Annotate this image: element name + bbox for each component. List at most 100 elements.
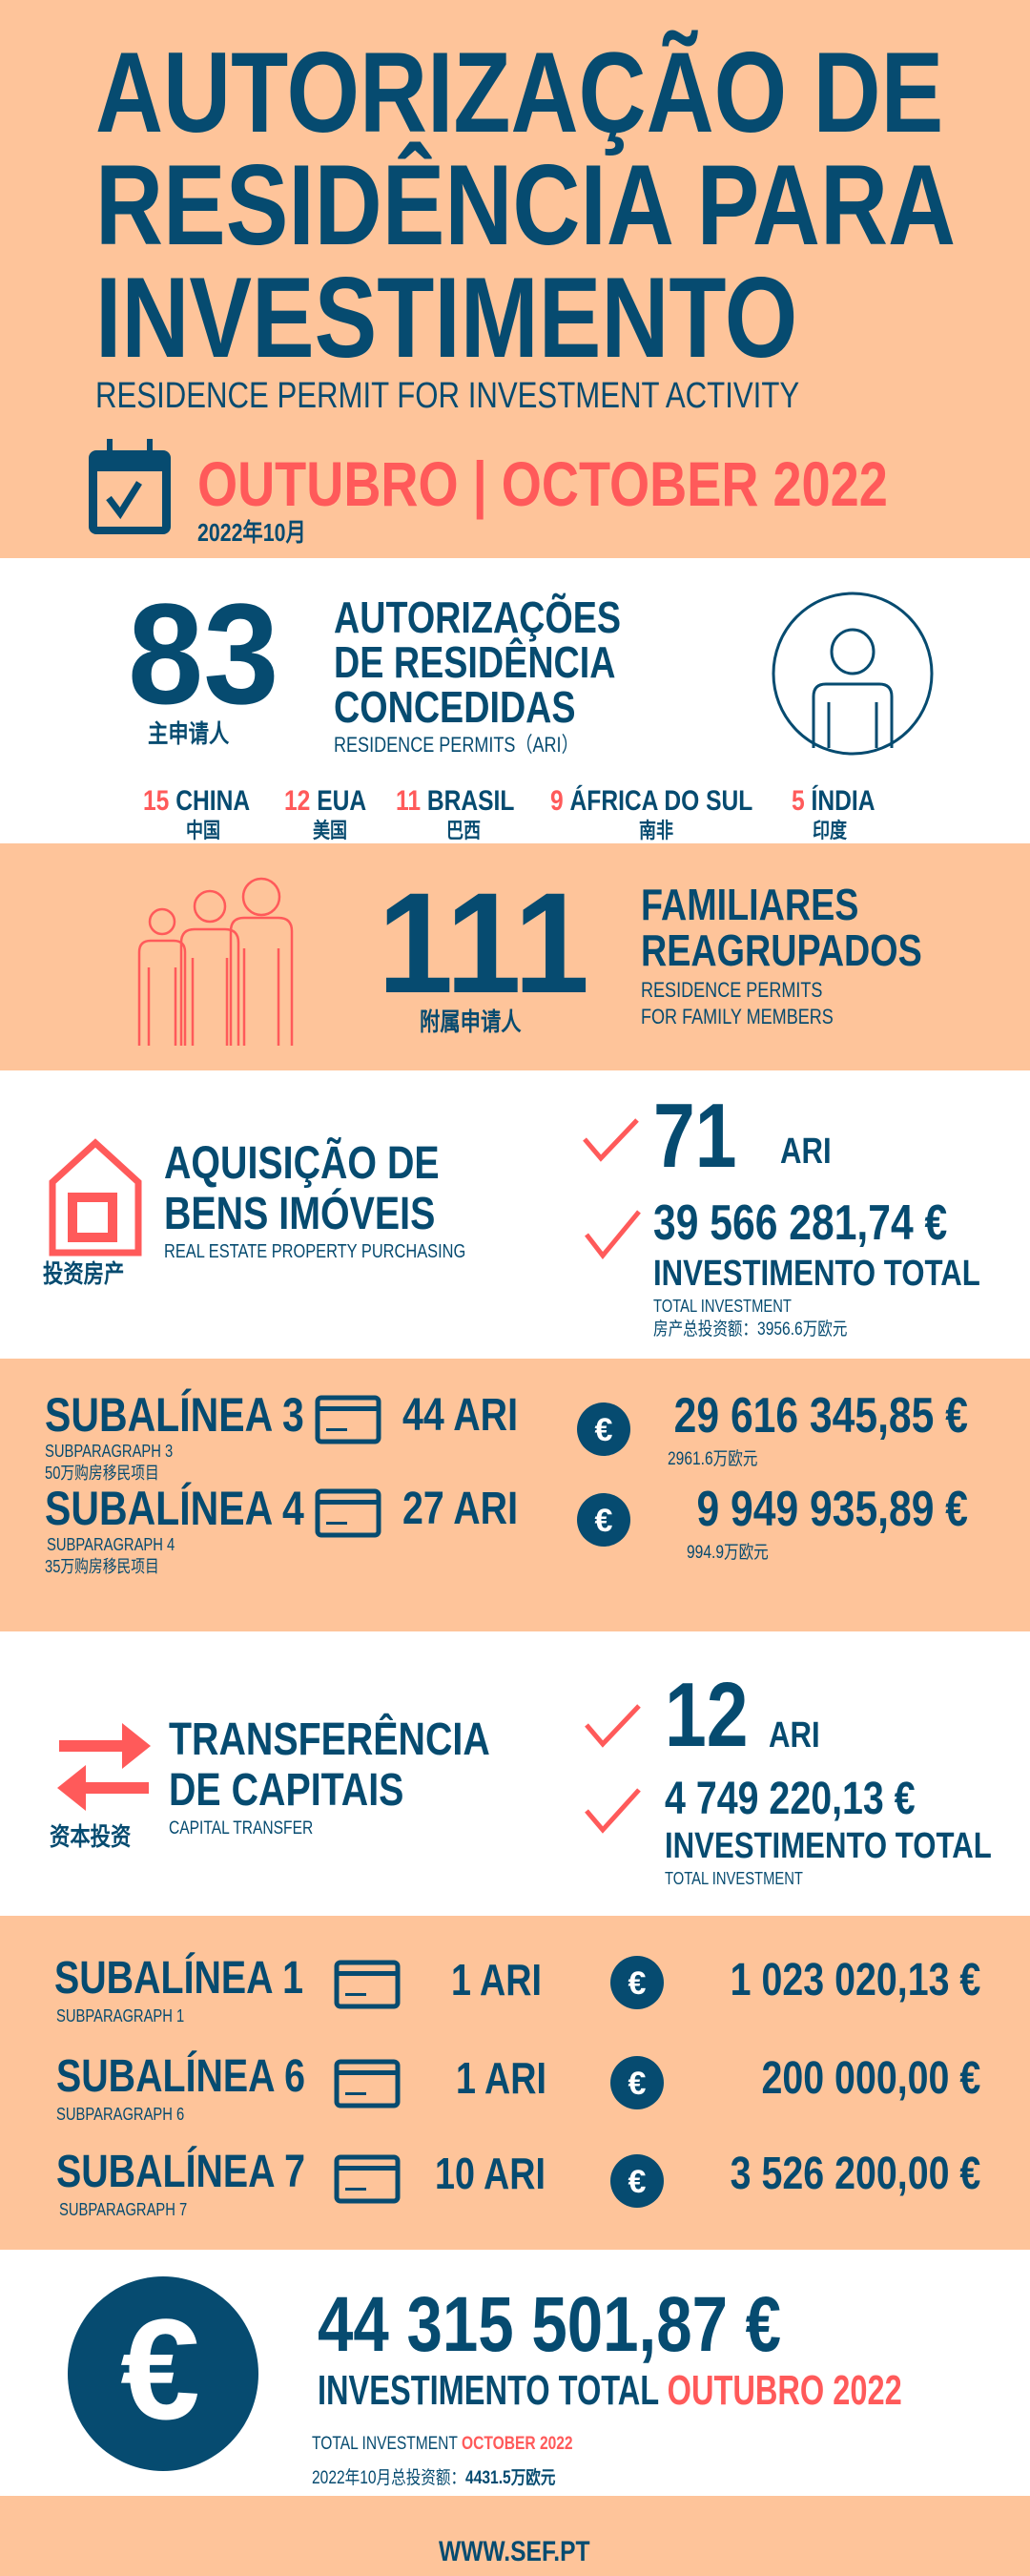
country-cn: 中国 (186, 819, 221, 842)
country-count: 12 (284, 785, 311, 817)
sub-ari: 10 ARI (435, 2149, 546, 2198)
capital-ari-label: ARI (769, 1715, 820, 1755)
svg-text:€: € (595, 1412, 613, 1448)
real-estate-total-en: TOTAL INVESTMENT (653, 1297, 792, 1316)
sub-title: SUBALÍNEA 1 (54, 1953, 303, 2004)
title-line-2: RESIDÊNCIA PARA (95, 141, 957, 269)
family-title-1: FAMILIARES (641, 880, 859, 929)
total-en-text: TOTAL INVESTMENT (312, 2434, 458, 2454)
sub-title: SUBALÍNEA 3 (45, 1388, 304, 1442)
permits-count: 83 (128, 573, 279, 734)
country-count: 9 (550, 785, 564, 817)
calendar-check-icon (89, 439, 171, 534)
family-sub-1: RESIDENCE PERMITS (641, 978, 823, 1002)
capital-subs-section (0, 1916, 1030, 2250)
permits-title-2: DE RESIDÊNCIA (334, 637, 616, 687)
real-estate-title-2: BENS IMÓVEIS (164, 1189, 436, 1239)
capital-amount: 4 749 220,13 € (665, 1774, 916, 1824)
sub-amount: 3 526 200,00 € (730, 2149, 980, 2199)
card-icon (334, 1960, 401, 2009)
title-line-3: INVESTIMENTO (95, 254, 798, 382)
permits-title-1: AUTORIZAÇÕES (334, 592, 622, 642)
euro-icon: € (610, 2056, 664, 2109)
total-cn-value: 4431.5万欧元 (465, 2468, 556, 2488)
month-label: OUTUBRO | OCTOBER 2022 (197, 448, 888, 519)
sub-title: SUBALÍNEA 4 (45, 1482, 304, 1535)
family-title-2: REAGRUPADOS (641, 925, 922, 975)
euro-icon: € (68, 2276, 258, 2471)
family-icon (137, 877, 294, 1046)
capital-title-2: DE CAPITAIS (169, 1765, 404, 1816)
capital-cn: 资本投资 (50, 1822, 132, 1851)
capital-total-en: TOTAL INVESTMENT (665, 1869, 803, 1888)
total-cn-text: 2022年10月总投资额： (312, 2468, 466, 2488)
permits-subtitle: RESIDENCE PERMITS（ARI） (334, 733, 579, 757)
transfer-arrows-icon (57, 1723, 151, 1811)
sub-ari: 27 ARI (402, 1484, 519, 1534)
total-en-month: OCTOBER 2022 (461, 2434, 573, 2454)
capital-subtitle: CAPITAL TRANSFER (169, 1818, 314, 1839)
real-estate-total-cn: 房产总投资额：3956.6万欧元 (653, 1319, 848, 1340)
country-south-africa: 9 ÁFRICA DO SUL (550, 787, 752, 816)
sub-cn: 50万购房移民项目 (45, 1464, 159, 1483)
sub-amount: 1 023 020,13 € (730, 1955, 980, 2005)
sub-title: SUBALÍNEA 7 (56, 2147, 305, 2197)
svg-text:€: € (120, 2289, 199, 2449)
card-icon (315, 1395, 381, 1444)
sub-amount: 9 949 935,89 € (696, 1482, 968, 1537)
sub-amount-cn: 2961.6万欧元 (668, 1449, 758, 1469)
sub-ari: 1 ARI (451, 1955, 543, 2005)
euro-icon: € (577, 1493, 630, 1547)
card-icon (334, 2154, 401, 2204)
total-en: TOTAL INVESTMENT OCTOBER 2022 (312, 2435, 573, 2453)
svg-text:€: € (628, 1965, 647, 2002)
person-icon (772, 592, 934, 756)
euro-icon: € (577, 1402, 630, 1456)
country-cn: 南非 (639, 819, 674, 842)
country-cn: 巴西 (446, 819, 482, 842)
total-amount: 44 315 501,87 € (318, 2281, 782, 2368)
real-estate-title-1: AQUISIÇÃO DE (164, 1138, 440, 1189)
family-count: 111 (378, 862, 590, 1023)
country-name: ÁFRICA DO SUL (569, 785, 753, 817)
permits-count-cn: 主申请人 (148, 719, 230, 748)
country-usa: 12 EUA (284, 787, 366, 816)
country-india: 5 ÍNDIA (792, 787, 875, 816)
sub-en: SUBPARAGRAPH 7 (59, 2200, 188, 2219)
check-icon (585, 1210, 641, 1259)
country-cn: 美国 (313, 819, 348, 842)
card-icon (315, 1488, 381, 1538)
real-estate-amount: 39 566 281,74 € (653, 1195, 948, 1251)
country-cn: 印度 (813, 819, 848, 842)
family-sub-2: FOR FAMILY MEMBERS (641, 1005, 834, 1028)
svg-text:€: € (628, 2164, 647, 2200)
country-count: 11 (396, 785, 422, 817)
title-line-1: AUTORIZAÇÃO DE (95, 29, 944, 156)
header-section (0, 0, 1030, 558)
sub-amount-cn: 994.9万欧元 (687, 1543, 769, 1563)
real-estate-ari-label: ARI (780, 1132, 832, 1172)
sub-title: SUBALÍNEA 6 (56, 2051, 305, 2102)
capital-ari-count: 12 (665, 1664, 749, 1766)
capital-title-1: TRANSFERÊNCIA (169, 1714, 490, 1765)
sub-cn: 35万购房移民项目 (45, 1557, 159, 1576)
footer-section (0, 2496, 1030, 2576)
country-name: EUA (317, 785, 367, 817)
euro-icon: € (610, 2154, 664, 2208)
card-icon (334, 2059, 401, 2109)
total-cn: 2022年10月总投资额：4431.5万欧元 (312, 2469, 555, 2487)
real-estate-cn: 投资房产 (43, 1259, 125, 1288)
check-icon (583, 1118, 639, 1162)
total-label: INVESTIMENTO TOTAL OUTUBRO 2022 (318, 2370, 902, 2412)
sub-en: SUBPARAGRAPH 6 (56, 2105, 185, 2124)
family-count-cn: 附属申请人 (420, 1008, 522, 1036)
sub-ari: 1 ARI (456, 2053, 547, 2103)
permits-title-3: CONCEDIDAS (334, 682, 576, 732)
real-estate-subs-section (0, 1359, 1030, 1631)
footer-url[interactable]: WWW.SEF.PT (439, 2536, 590, 2567)
svg-text:€: € (595, 1503, 613, 1539)
sub-en: SUBPARAGRAPH 3 (45, 1442, 174, 1461)
sub-amount: 200 000,00 € (761, 2053, 980, 2104)
capital-total-label: INVESTIMENTO TOTAL (665, 1826, 992, 1866)
country-name: CHINA (175, 785, 251, 817)
